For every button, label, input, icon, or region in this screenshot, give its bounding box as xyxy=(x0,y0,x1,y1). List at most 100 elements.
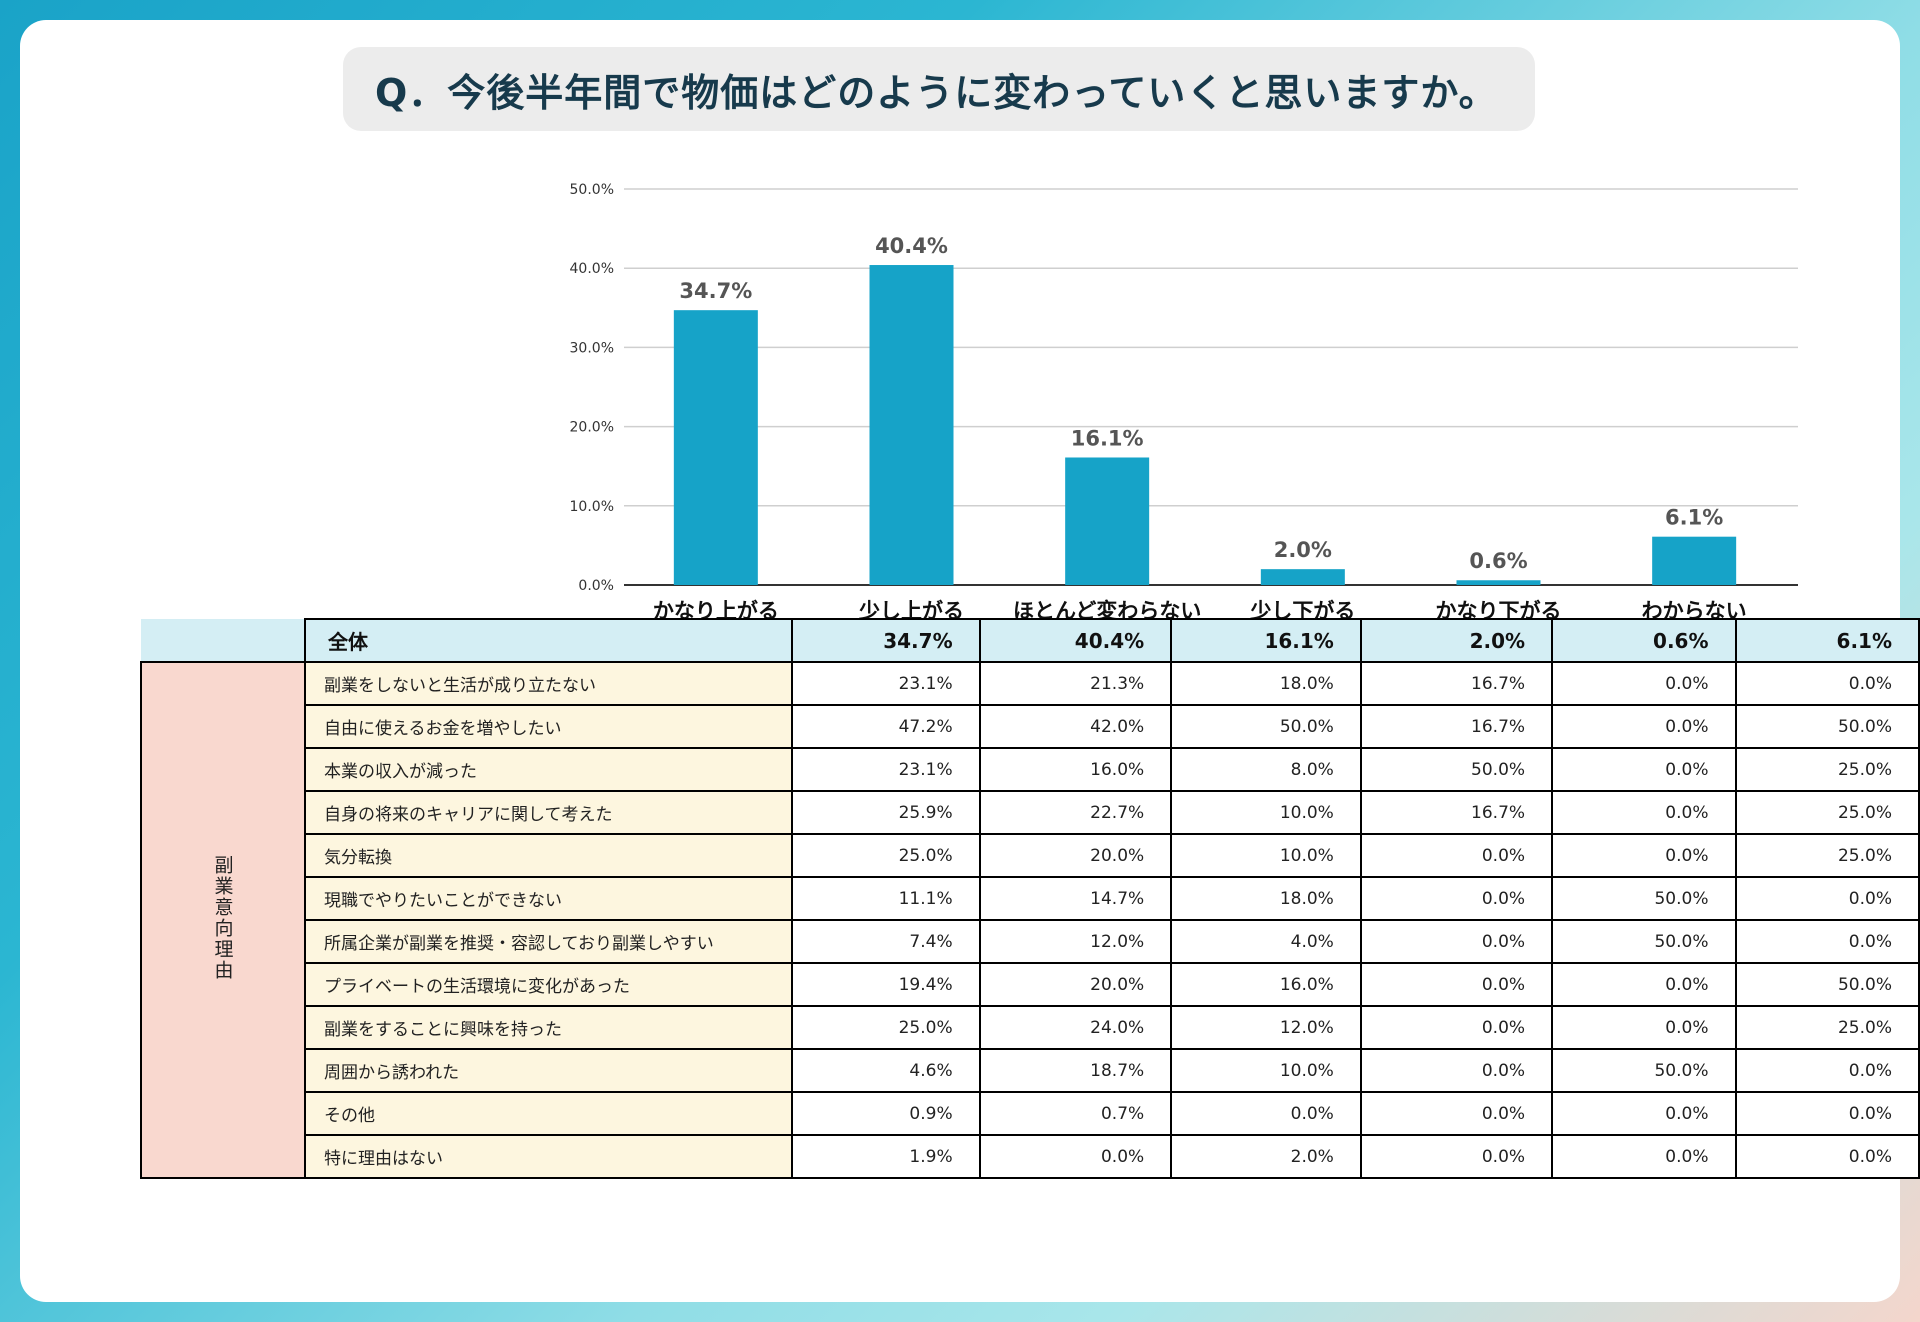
value-cell: 0.0% xyxy=(1551,661,1737,706)
table-row: 本業の収入が減った 23.1% 16.0% 8.0% 50.0% 0.0% 25.0% xyxy=(141,747,1920,792)
total-value-cell: 16.1% xyxy=(1170,618,1362,663)
value-cell: 0.7% xyxy=(978,1091,1173,1136)
table-row: 自由に使えるお金を増やしたい 47.2% 42.0% 50.0% 16.7% 0.0% 50… xyxy=(141,704,1920,749)
value-cell: 0.0% xyxy=(978,1134,1173,1179)
value-cell: 0.0% xyxy=(1170,1091,1362,1136)
total-value-cell: 0.6% xyxy=(1551,618,1737,663)
row-label: 副業をしないと生活が成り立たない xyxy=(304,661,793,706)
value-cell: 50.0% xyxy=(1551,876,1737,921)
total-value-cell: 6.1% xyxy=(1734,618,1920,663)
total-label: 全体 xyxy=(304,618,793,663)
value-cell: 24.0% xyxy=(978,1005,1173,1050)
row-label: 所属企業が副業を推奨・容認しており副業しやすい xyxy=(304,919,793,964)
value-cell: 20.0% xyxy=(978,833,1173,878)
table-row: 所属企業が副業を推奨・容認しており副業しやすい 7.4% 12.0% 4.0% 0.0%… xyxy=(141,919,1920,964)
value-cell: 25.0% xyxy=(1734,790,1920,835)
value-cell: 21.3% xyxy=(978,661,1173,706)
row-label: 特に理由はない xyxy=(304,1134,793,1179)
bar-value-label: 0.6% xyxy=(1469,549,1527,573)
value-cell: 0.0% xyxy=(1734,919,1920,964)
value-cell: 20.0% xyxy=(978,962,1173,1007)
value-cell: 0.0% xyxy=(1359,1134,1554,1179)
value-cell: 8.0% xyxy=(1170,747,1362,792)
total-value-cell: 34.7% xyxy=(790,618,981,663)
value-cell: 0.0% xyxy=(1734,1048,1920,1093)
value-cell: 25.0% xyxy=(1734,1005,1920,1050)
value-cell: 10.0% xyxy=(1170,790,1362,835)
value-cell: 42.0% xyxy=(978,704,1173,749)
value-cell: 16.7% xyxy=(1359,661,1554,706)
value-cell: 25.9% xyxy=(790,790,981,835)
value-cell: 0.0% xyxy=(1359,919,1554,964)
value-cell: 50.0% xyxy=(1734,704,1920,749)
value-cell: 50.0% xyxy=(1170,704,1362,749)
value-cell: 0.9% xyxy=(790,1091,981,1136)
table-row: 周囲から誘われた 4.6% 18.7% 10.0% 0.0% 50.0% 0.0% xyxy=(141,1048,1920,1093)
value-cell: 0.0% xyxy=(1359,1091,1554,1136)
bar xyxy=(869,265,954,585)
y-tick-label: 50.0% xyxy=(570,182,614,198)
row-label: 気分転換 xyxy=(304,833,793,878)
value-cell: 10.0% xyxy=(1170,1048,1362,1093)
value-cell: 2.0% xyxy=(1170,1134,1362,1179)
table-row: 自身の将来のキャリアに関して考えた 25.9% 22.7% 10.0% 16.7% 0.0… xyxy=(141,790,1920,835)
value-cell: 4.6% xyxy=(790,1048,981,1093)
value-cell: 1.9% xyxy=(790,1134,981,1179)
value-cell: 0.0% xyxy=(1551,833,1737,878)
table-row: 気分転換 25.0% 20.0% 10.0% 0.0% 0.0% 25.0% xyxy=(141,833,1920,878)
y-tick-label: 0.0% xyxy=(578,578,614,594)
bar-value-label: 2.0% xyxy=(1274,538,1332,562)
table-total-row: 全体 34.7% 40.4% 16.1% 2.0% 0.6% 6.1% xyxy=(141,618,1920,663)
value-cell: 23.1% xyxy=(790,747,981,792)
value-cell: 16.7% xyxy=(1359,790,1554,835)
value-cell: 50.0% xyxy=(1734,962,1920,1007)
row-label: 自由に使えるお金を増やしたい xyxy=(304,704,793,749)
row-label: 自身の将来のキャリアに関して考えた xyxy=(304,790,793,835)
bar-value-label: 16.1% xyxy=(1071,426,1144,450)
value-cell: 16.7% xyxy=(1359,704,1554,749)
question-title: Q．今後半年間で物価はどのように変わっていくと思いますか。 xyxy=(375,70,1498,115)
table-row: 特に理由はない 1.9% 0.0% 2.0% 0.0% 0.0% 0.0% xyxy=(141,1134,1920,1179)
value-cell: 50.0% xyxy=(1551,1048,1737,1093)
value-cell: 0.0% xyxy=(1551,704,1737,749)
total-value-cell: 40.4% xyxy=(978,618,1173,663)
value-cell: 0.0% xyxy=(1359,876,1554,921)
table-row: プライベートの生活環境に変化があった 19.4% 20.0% 16.0% 0.0% 0.0… xyxy=(141,962,1920,1007)
table-row: 現職でやりたいことができない 11.1% 14.7% 18.0% 0.0% 50.0% 0.… xyxy=(141,876,1920,921)
bar xyxy=(1065,457,1150,585)
value-cell: 0.0% xyxy=(1551,747,1737,792)
bar xyxy=(1652,536,1737,585)
row-label: プライベートの生活環境に変化があった xyxy=(304,962,793,1007)
value-cell: 7.4% xyxy=(790,919,981,964)
value-cell: 23.1% xyxy=(790,661,981,706)
side-label-cell: 副業意向理由 xyxy=(140,661,306,1179)
value-cell: 50.0% xyxy=(1359,747,1554,792)
y-tick-label: 30.0% xyxy=(570,340,614,356)
row-label: その他 xyxy=(304,1091,793,1136)
value-cell: 25.0% xyxy=(1734,833,1920,878)
value-cell: 10.0% xyxy=(1170,833,1362,878)
row-label: 現職でやりたいことができない xyxy=(304,876,793,921)
bar-chart: 0.0%10.0%20.0%30.0%40.0%50.0%34.7%かなり上がる… xyxy=(570,182,1798,623)
value-cell: 18.7% xyxy=(978,1048,1173,1093)
value-cell: 0.0% xyxy=(1359,1005,1554,1050)
value-cell: 0.0% xyxy=(1734,1134,1920,1179)
value-cell: 16.0% xyxy=(978,747,1173,792)
value-cell: 0.0% xyxy=(1734,661,1920,706)
table-row: 副業をすることに興味を持った 25.0% 24.0% 12.0% 0.0% 0.0% 25.… xyxy=(141,1005,1920,1050)
value-cell: 0.0% xyxy=(1359,1048,1554,1093)
side-label: 副業意向理由 xyxy=(211,854,234,981)
value-cell: 0.0% xyxy=(1551,1005,1737,1050)
value-cell: 0.0% xyxy=(1359,962,1554,1007)
y-tick-label: 20.0% xyxy=(570,420,614,436)
value-cell: 47.2% xyxy=(790,704,981,749)
value-cell: 0.0% xyxy=(1734,1091,1920,1136)
value-cell: 19.4% xyxy=(790,962,981,1007)
table-row: 副業意向理由 副業をしないと生活が成り立たない 23.1% 21.3% 18.0% 16.… xyxy=(140,661,1920,1179)
value-cell: 18.0% xyxy=(1170,661,1362,706)
value-cell: 0.0% xyxy=(1551,1134,1737,1179)
value-cell: 0.0% xyxy=(1734,876,1920,921)
bar xyxy=(673,310,758,585)
blank-cell xyxy=(141,619,305,662)
bar xyxy=(1260,569,1345,585)
